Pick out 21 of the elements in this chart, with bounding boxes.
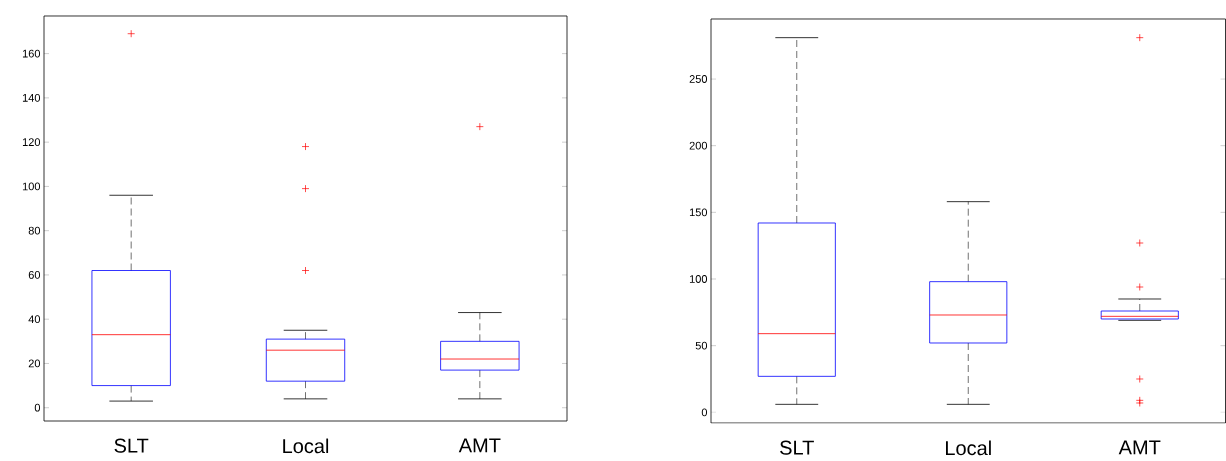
y-tick-label: 150 — [689, 208, 708, 217]
y-tick-label: 40 — [28, 315, 41, 324]
y-tick-label: 100 — [22, 182, 41, 191]
y-tick-label: 20 — [28, 359, 41, 368]
y-tick-label: 80 — [28, 226, 41, 235]
x-tick-label: Local — [946, 440, 991, 456]
x-tick-label: Local — [283, 438, 329, 454]
x-tick-label: AMT — [458, 438, 501, 453]
y-tick-label: 250 — [689, 75, 708, 83]
y-tick-label: 50 — [695, 341, 708, 350]
x-tick-label: SLT — [114, 438, 149, 453]
y-tick-label: 160 — [22, 49, 41, 58]
y-tick-label: 0 — [34, 403, 41, 412]
y-tick-label: 0 — [701, 408, 708, 417]
y-tick-label: 120 — [22, 138, 41, 147]
x-tick-label: AMT — [1118, 440, 1161, 455]
x-tick-label: SLT — [780, 440, 814, 455]
y-tick-label: 100 — [689, 275, 708, 283]
y-tick-label: 200 — [689, 141, 708, 150]
y-tick-label: 60 — [28, 271, 41, 279]
y-tick-label: 140 — [22, 94, 41, 102]
